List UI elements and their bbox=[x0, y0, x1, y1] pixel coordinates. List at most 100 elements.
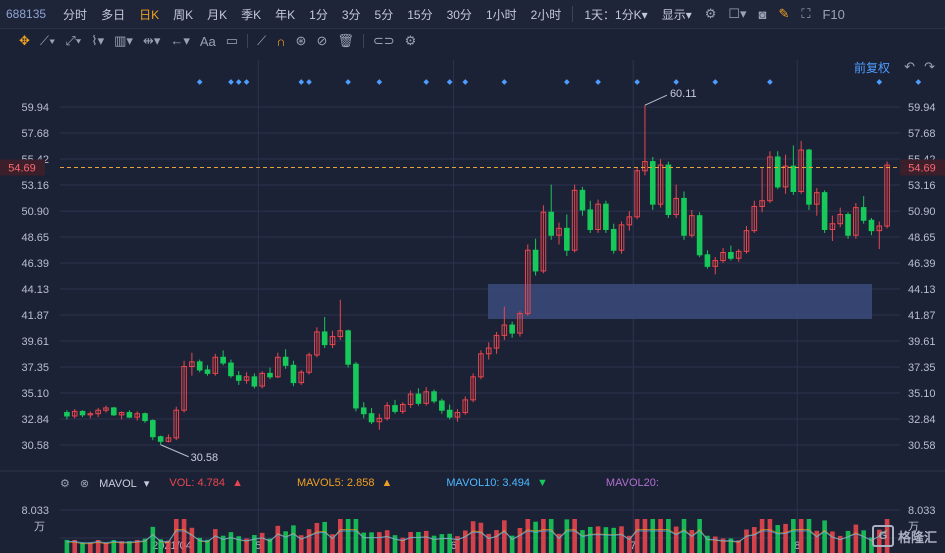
indicator-select[interactable]: MAVOL ▾ bbox=[99, 477, 150, 490]
volume-bar bbox=[252, 535, 257, 553]
volume-bar bbox=[369, 532, 374, 553]
volume-bar bbox=[502, 520, 507, 553]
event-marker bbox=[634, 79, 640, 85]
ruler-icon[interactable]: ⟋ bbox=[257, 33, 267, 48]
candle-body bbox=[345, 330, 351, 365]
checkbox-icon[interactable]: ☐▾ bbox=[728, 6, 747, 21]
high-price-label: 60.11 bbox=[670, 88, 697, 100]
undo-icon[interactable]: ↶ bbox=[904, 59, 915, 74]
tab-1hour[interactable]: 1小时 bbox=[485, 7, 517, 22]
candle-body bbox=[767, 156, 773, 202]
candle-body bbox=[774, 156, 781, 188]
tab-1min[interactable]: 1分 bbox=[309, 7, 328, 22]
redo-icon[interactable]: ↷ bbox=[924, 59, 935, 74]
pencil-icon[interactable]: ✎ bbox=[778, 6, 790, 21]
wave-tool-icon[interactable]: ⌇▾ bbox=[91, 33, 105, 48]
tab-monthly-k[interactable]: 月K bbox=[207, 7, 228, 22]
hide-icon[interactable]: ⊘ bbox=[316, 33, 328, 48]
price-tick-left: 41.87 bbox=[21, 310, 49, 322]
period-select-label: 1天：1分K bbox=[584, 7, 642, 22]
candle-body bbox=[157, 436, 164, 442]
settings-icon[interactable]: ⚙ bbox=[60, 477, 70, 490]
candle-body bbox=[173, 409, 180, 439]
volume-bar bbox=[166, 540, 171, 553]
close-icon[interactable]: ⊗ bbox=[79, 477, 90, 490]
tab-daily-k[interactable]: 日K bbox=[139, 7, 160, 22]
price-tick-left: 59.94 bbox=[21, 102, 49, 114]
volume-bar bbox=[314, 522, 320, 553]
volume-bar bbox=[80, 542, 85, 553]
volume-bar bbox=[431, 535, 437, 553]
arrow-tool-icon[interactable]: ←▾ bbox=[170, 33, 190, 48]
candle-body bbox=[220, 356, 226, 364]
event-marker bbox=[501, 79, 508, 85]
volume-bar bbox=[759, 519, 765, 553]
event-markers bbox=[196, 79, 922, 85]
volume-bar bbox=[197, 537, 202, 553]
tab-quarterly-k[interactable]: 季K bbox=[241, 7, 262, 22]
candle-body bbox=[751, 205, 758, 232]
line-tool-icon[interactable]: ⟋▾ bbox=[39, 33, 56, 48]
volume-bar bbox=[345, 519, 351, 553]
divider bbox=[362, 34, 364, 48]
tab-15min[interactable]: 15分 bbox=[407, 7, 433, 22]
fib-tool-icon[interactable]: ▥▾ bbox=[114, 33, 133, 48]
fullscreen-icon[interactable]: ⛶ bbox=[801, 6, 811, 21]
volume-bar bbox=[587, 526, 593, 553]
candle-body bbox=[267, 372, 273, 378]
price-tick-right: 53.16 bbox=[908, 180, 936, 192]
candle-body bbox=[110, 407, 117, 416]
price-tick-right: 57.68 bbox=[908, 128, 936, 140]
gear-icon[interactable]: ⚙ bbox=[404, 33, 417, 48]
volume-bar bbox=[353, 519, 359, 553]
tab-fenshi[interactable]: 分时 bbox=[63, 7, 88, 22]
candle-body bbox=[439, 400, 445, 411]
lock-icon[interactable]: ⊛ bbox=[295, 33, 307, 48]
candle-body bbox=[595, 203, 601, 230]
price-tick-left: 53.16 bbox=[21, 180, 49, 192]
volume-bar bbox=[275, 525, 281, 553]
candle-body bbox=[228, 362, 234, 377]
volume-bar bbox=[384, 530, 390, 553]
crosshair-icon[interactable]: ✥ bbox=[19, 33, 30, 48]
settings-icon[interactable]: ⚙ bbox=[704, 6, 717, 21]
tab-weekly-k[interactable]: 周K bbox=[173, 7, 194, 22]
event-marker bbox=[595, 79, 601, 85]
candle-body bbox=[837, 214, 844, 225]
price-adjust-button[interactable]: 前复权 bbox=[853, 61, 890, 75]
f10-button[interactable]: F10 bbox=[822, 6, 845, 22]
volume-bar bbox=[470, 521, 476, 553]
volume-bar bbox=[822, 520, 827, 553]
tab-5min[interactable]: 5分 bbox=[374, 7, 394, 22]
tab-2hour[interactable]: 2小时 bbox=[530, 7, 562, 22]
link-icon[interactable]: ⊂⊃ bbox=[372, 33, 395, 48]
event-marker bbox=[235, 79, 242, 85]
period-select[interactable]: 1天：1分K▾ bbox=[584, 7, 648, 22]
trash-icon[interactable]: 🗑 bbox=[337, 33, 354, 48]
text-tool-icon[interactable]: Aa bbox=[199, 33, 216, 49]
camera-icon[interactable]: ◙ bbox=[758, 6, 767, 22]
display-select[interactable]: 显示▾ bbox=[661, 7, 692, 22]
price-tick-right: 30.58 bbox=[908, 440, 936, 452]
tab-30min[interactable]: 30分 bbox=[446, 7, 472, 22]
volume-bar bbox=[361, 532, 367, 553]
volume-bar bbox=[142, 538, 148, 553]
divider bbox=[247, 34, 249, 48]
tab-3min[interactable]: 3分 bbox=[341, 7, 361, 22]
candle-body bbox=[181, 365, 187, 411]
comment-tool-icon[interactable]: ▭ bbox=[225, 33, 239, 48]
event-marker bbox=[243, 79, 250, 85]
magnet-icon[interactable]: ∩ bbox=[276, 33, 286, 49]
tab-yearly-k[interactable]: 年K bbox=[275, 7, 296, 22]
price-tick-right: 46.39 bbox=[908, 258, 936, 270]
range-tool-icon[interactable]: ⇹▾ bbox=[142, 33, 161, 48]
candle-body bbox=[712, 260, 719, 267]
candle-body bbox=[571, 189, 578, 251]
volume-bar bbox=[595, 526, 601, 553]
volume-bar bbox=[416, 532, 421, 553]
price-tick-left: 55.42 bbox=[21, 154, 49, 166]
tab-duori[interactable]: 多日 bbox=[101, 7, 126, 22]
ray-tool-icon[interactable]: ⤢▾ bbox=[65, 33, 82, 48]
candle-body bbox=[64, 412, 70, 417]
